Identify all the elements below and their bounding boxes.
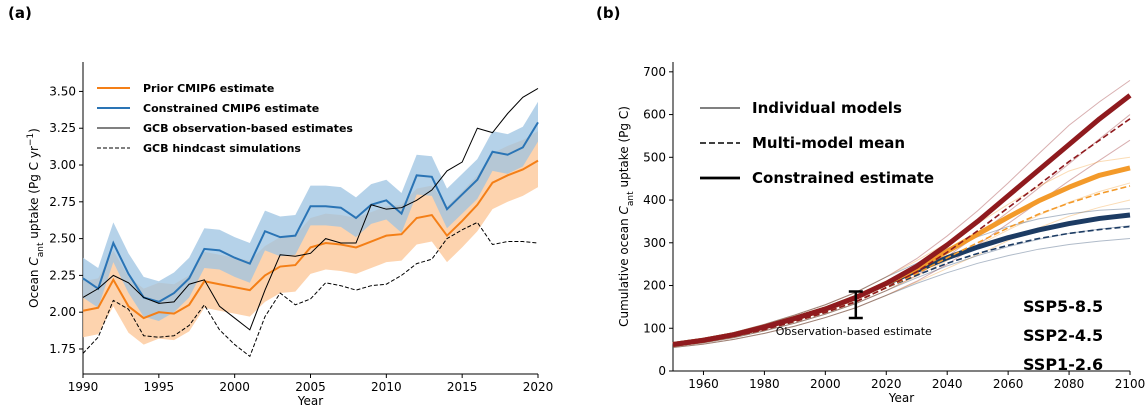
legend-label: GCB observation-based estimates <box>143 122 353 135</box>
x-tick-label: 2060 <box>993 377 1024 391</box>
panel-label: (a) <box>8 4 32 22</box>
y-tick-label: 1.75 <box>49 342 76 356</box>
x-tick-label: 2010 <box>371 380 402 394</box>
model-line <box>672 238 1131 348</box>
x-axis-label: Year <box>888 391 914 405</box>
panel-label: (b) <box>596 4 620 22</box>
x-tick-label: 1980 <box>749 377 780 391</box>
y-axis-label-part: ant <box>626 191 636 206</box>
y-axis-label-part: ) <box>27 128 41 133</box>
y-axis-label: Cumulative ocean Cant uptake (Pg C) <box>617 106 636 327</box>
model-line <box>672 199 1131 348</box>
y-tick-label: 100 <box>643 321 666 335</box>
x-tick-label: 1995 <box>144 380 175 394</box>
y-axis-label-part: uptake (Pg C yr <box>27 146 41 242</box>
x-tick-label: 2040 <box>932 377 963 391</box>
x-tick-label: 2020 <box>523 380 554 394</box>
y-tick-label: 3.25 <box>49 121 76 135</box>
scenario-label: SSP1-2.6 <box>1023 355 1103 374</box>
legend-label: Constrained CMIP6 estimate <box>143 102 319 115</box>
y-axis-label-part: Cumulative ocean <box>617 214 631 326</box>
uncertainty-band <box>83 101 538 322</box>
y-tick-label: 600 <box>643 108 666 122</box>
annotation: Observation-based estimate <box>776 325 932 338</box>
y-axis-label-part: ant <box>36 242 46 257</box>
y-tick-label: 300 <box>643 236 666 250</box>
legend-label: Constrained estimate <box>752 169 934 187</box>
x-tick-label: 2100 <box>1115 377 1146 391</box>
y-axis-label: Ocean Cant uptake (Pg C yr−1) <box>26 128 46 308</box>
x-tick-label: 2000 <box>219 380 250 394</box>
x-tick-label: 1960 <box>688 377 719 391</box>
y-tick-label: 2.75 <box>49 195 76 209</box>
x-tick-label: 2000 <box>810 377 841 391</box>
y-tick-label: 0 <box>658 364 666 378</box>
model-line <box>672 182 1131 347</box>
y-axis-label-part: −1 <box>26 133 36 146</box>
scenario-label: SSP2-4.5 <box>1023 326 1103 345</box>
series-line <box>82 121 539 303</box>
y-tick-label: 400 <box>643 193 666 207</box>
x-tick-label: 2080 <box>1054 377 1085 391</box>
x-tick-label: 1990 <box>68 380 99 394</box>
y-axis-label-part: C <box>617 205 631 214</box>
legend-label: Multi-model mean <box>752 134 905 152</box>
y-tick-label: 3.00 <box>49 158 76 172</box>
y-tick-label: 700 <box>643 65 666 79</box>
mean-line <box>672 118 1131 347</box>
y-axis-label-part: Ocean <box>27 266 41 308</box>
x-tick-label: 2015 <box>447 380 478 394</box>
mean-line <box>672 185 1131 347</box>
x-tick-label: 2005 <box>295 380 326 394</box>
y-tick-label: 2.25 <box>49 268 76 282</box>
y-tick-label: 2.50 <box>49 232 76 246</box>
constrained-line <box>672 93 1132 347</box>
series-line <box>82 88 539 331</box>
y-tick-label: 2.00 <box>49 305 76 319</box>
y-tick-label: 3.50 <box>49 84 76 98</box>
y-axis-label-part: uptake (Pg C) <box>617 106 631 191</box>
model-line <box>672 114 1131 347</box>
y-tick-label: 500 <box>643 150 666 164</box>
series-line <box>82 221 539 358</box>
legend-label: Prior CMIP6 estimate <box>143 82 274 95</box>
constrained-line <box>672 165 1131 347</box>
legend-label: GCB hindcast simulations <box>143 142 301 155</box>
y-axis-label-part: C <box>27 257 41 266</box>
legend-label: Individual models <box>752 99 902 117</box>
series-line <box>82 159 539 320</box>
x-tick-label: 2020 <box>871 377 902 391</box>
scenario-label: SSP5-8.5 <box>1023 297 1103 316</box>
x-axis-label: Year <box>297 394 323 406</box>
y-tick-label: 200 <box>643 279 666 293</box>
